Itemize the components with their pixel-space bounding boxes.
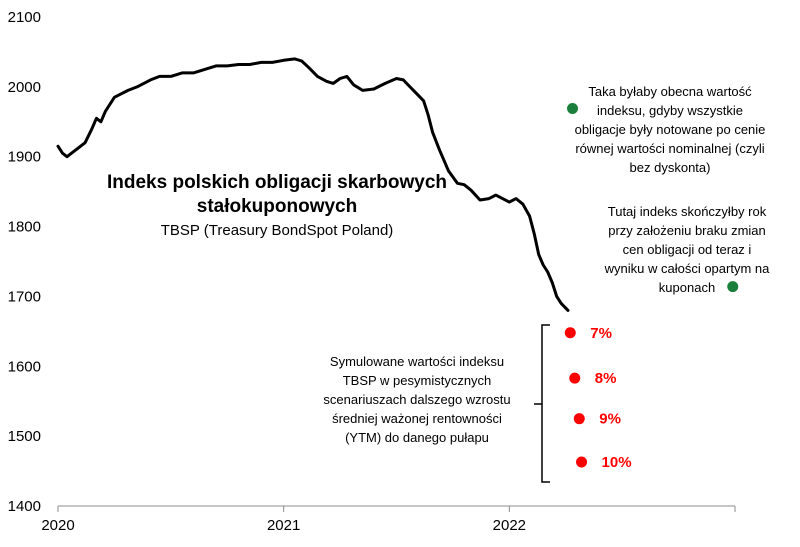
annotation-nominal-line: indeksu, gdyby wszystkie	[597, 103, 743, 118]
x-tick-label: 2020	[41, 517, 74, 534]
annotation-simulated: Symulowane wartości indeksu TBSP w pesym…	[323, 354, 510, 445]
annotation-coupon-line: kuponach	[659, 280, 715, 295]
y-tick-label: 1900	[8, 149, 41, 166]
annotation-coupon: Tutaj indeks skończyłby rok przy założen…	[604, 204, 770, 295]
annotation-coupon-line: wyniku w całości opartym na	[604, 261, 770, 276]
annotation-coupon-line: Tutaj indeks skończyłby rok	[608, 204, 767, 219]
x-tick-label: 2021	[267, 517, 300, 534]
reference-point	[567, 103, 579, 115]
chart-title-line-2: stałokuponowych	[197, 196, 357, 217]
y-tick-label: 1600	[8, 358, 41, 375]
x-axis-ticks: 2020 2021 2022	[41, 506, 736, 534]
series-line	[56, 57, 570, 312]
scenario-label: 8%	[595, 370, 617, 387]
scenario-point	[564, 327, 576, 339]
series-layer	[56, 57, 570, 312]
scenario-point	[569, 372, 581, 384]
scenario-point	[573, 413, 585, 425]
scenario-point	[576, 456, 588, 468]
annotation-nominal-line: obligacje były notowane po cenie	[575, 122, 766, 137]
annotation-coupon-line: cen obligacji od teraz i	[623, 242, 752, 257]
y-tick-label: 1500	[8, 428, 41, 445]
scenario-label: 7%	[590, 325, 612, 342]
annotation-simulated-line: średniej ważonej rentowności	[332, 411, 502, 426]
y-tick-label: 1700	[8, 288, 41, 305]
annotation-simulated-line: Symulowane wartości indeksu	[330, 354, 504, 369]
annotation-nominal-line: równej wartości nominalnej (czyli	[575, 141, 764, 156]
y-tick-label: 2000	[8, 79, 41, 96]
markers-layer: 7% 8% 9% 10%	[564, 103, 739, 471]
scenario-label: 9%	[599, 411, 621, 428]
scenario-bracket	[534, 324, 550, 483]
reference-point	[727, 281, 739, 293]
annotation-simulated-line: (YTM) do danego pułapu	[345, 430, 489, 445]
scenario-label: 10%	[602, 454, 632, 471]
annotation-simulated-line: scenariuszach dalszego wzrostu	[323, 392, 510, 407]
annotation-coupon-line: przy założeniu braku zmian	[608, 223, 766, 238]
chart-subtitle: TBSP (Treasury BondSpot Poland)	[161, 222, 394, 239]
annotation-simulated-line: TBSP w pesymistycznych	[343, 373, 492, 388]
annotation-nominal-line: Taka byłaby obecna wartość	[588, 84, 752, 99]
y-axis-ticks: 1400 1500 1600 1700 1800 1900 2000 2100	[8, 9, 41, 515]
x-tick-label: 2022	[493, 517, 526, 534]
y-tick-label: 1800	[8, 219, 41, 236]
y-tick-label: 2100	[8, 9, 41, 26]
annotation-nominal-line: bez dyskonta)	[630, 160, 711, 175]
annotation-nominal: Taka byłaby obecna wartość indeksu, gdyb…	[575, 84, 766, 175]
chart-title-line-1: Indeks polskich obligacji skarbowych	[107, 172, 447, 193]
y-tick-label: 1400	[8, 498, 41, 515]
